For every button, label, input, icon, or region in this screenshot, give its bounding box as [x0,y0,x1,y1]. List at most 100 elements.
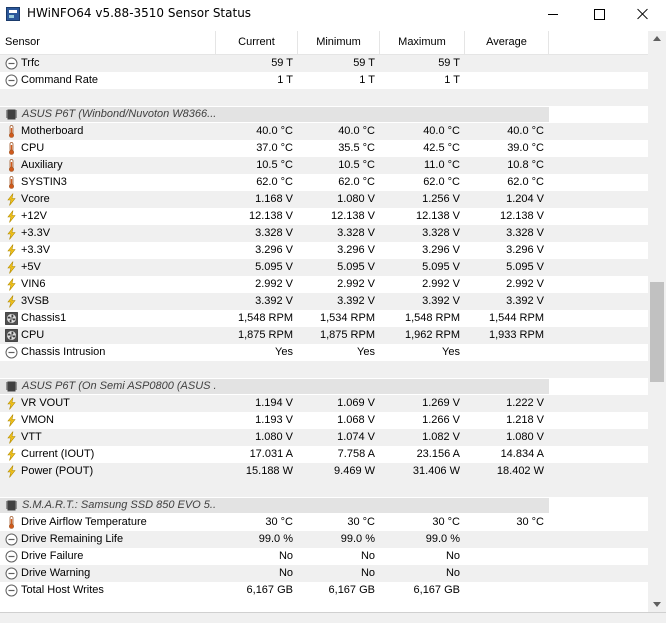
minimum-value: Yes [357,346,375,358]
average-value: 1.218 V [506,414,544,426]
sensor-row[interactable]: +12V 12.138 V 12.138 V 12.138 V 12.138 V [0,208,648,225]
sensor-row[interactable]: Drive Airflow Temperature 30 °C 30 °C 30 °C… [0,514,648,531]
minimum-value: 40.0 °C [338,125,375,137]
scroll-down-icon[interactable] [653,602,661,607]
window-title: HWiNFO64 v5.88-3510 Sensor Status [27,6,252,20]
maximum-value: No [445,567,460,579]
sensor-label: VTT [21,431,42,443]
maximize-button[interactable] [576,0,622,28]
current-value: 6,167 GB [246,584,293,596]
current-value: 12.138 V [248,210,293,222]
minimum-value: 59 T [353,57,375,69]
sensor-label: Drive Remaining Life [21,533,124,545]
maximum-value: 6,167 GB [413,584,460,596]
current-value: 37.0 °C [256,142,293,154]
sensor-label: Trfc [21,57,40,69]
bolt-icon [5,227,18,240]
sensor-row[interactable]: Motherboard 40.0 °C 40.0 °C 40.0 °C 40.0 °C [0,123,648,140]
blank-row [0,480,648,497]
average-value [465,344,549,361]
sensor-label: Total Host Writes [21,584,104,596]
sensor-group-header[interactable]: S.M.A.R.T.: Samsung SSD 850 EVO 5... [0,497,648,514]
sensor-list[interactable]: Trfc 59 T 59 T 59 T Command Rate 1 T 1 T 1 T ASU… [0,55,648,612]
maximum-value: 23.156 A [416,448,460,460]
sensor-row[interactable]: CPU 1,875 RPM 1,875 RPM 1,962 RPM 1,933 RPM [0,327,648,344]
sensor-row[interactable]: Vcore 1.168 V 1.080 V 1.256 V 1.204 V [0,191,648,208]
sensor-row[interactable]: VMON 1.193 V 1.068 V 1.266 V 1.218 V [0,412,648,429]
sensor-row[interactable]: Total Host Writes 6,167 GB 6,167 GB 6,167 G… [0,582,648,599]
scroll-up-icon[interactable] [653,36,661,41]
sensor-label: CPU [21,142,45,154]
sensor-row[interactable]: 3VSB 3.392 V 3.392 V 3.392 V 3.392 V [0,293,648,310]
chip-icon [5,499,18,512]
hwinfo-app-icon[interactable] [6,7,20,21]
sensor-label: +3.3V [21,244,51,256]
sensor-row[interactable]: Command Rate 1 T 1 T 1 T [0,72,648,89]
average-value: 3.392 V [506,295,544,307]
sensor-row[interactable]: +3.3V 3.328 V 3.328 V 3.328 V 3.328 V [0,225,648,242]
maximum-value: 1.266 V [422,414,460,426]
current-value: 15.188 W [245,465,293,477]
sensor-label: Power (POUT) [21,465,94,477]
minimum-value: 3.296 V [337,244,375,256]
bolt-icon [5,448,18,461]
sensor-label: Drive Failure [21,550,84,562]
current-value: 40.0 °C [256,125,293,137]
sensor-label: Command Rate [21,74,99,86]
thermometer-icon [5,125,18,138]
sensor-label: Drive Airflow Temperature [21,516,147,528]
close-button[interactable] [620,0,666,28]
sensor-row[interactable]: Chassis1 1,548 RPM 1,534 RPM 1,548 RPM 1,544… [0,310,648,327]
column-header-average[interactable]: Average [465,31,549,54]
clock-icon [5,567,18,580]
maximum-value: 12.138 V [415,210,460,222]
vertical-scrollbar[interactable] [648,31,666,612]
group-header-bar [0,107,549,122]
thermometer-icon [5,142,18,155]
minimize-button[interactable] [530,0,576,28]
sensor-row[interactable]: VIN6 2.992 V 2.992 V 2.992 V 2.992 V [0,276,648,293]
column-header-current[interactable]: Current [216,31,298,54]
sensor-group-header[interactable]: ASUS P6T (On Semi ASP0800 (ASUS ... [0,378,648,395]
sensor-label: SYSTIN3 [21,176,67,188]
group-label: ASUS P6T (On Semi ASP0800 (ASUS ... [22,380,216,392]
group-header-bar [0,379,549,394]
average-value [465,565,549,582]
sensor-row[interactable]: VR VOUT 1.194 V 1.069 V 1.269 V 1.222 V [0,395,648,412]
sensor-label: Current (IOUT) [21,448,95,460]
sensor-row[interactable]: Auxiliary 10.5 °C 10.5 °C 11.0 °C 10.8 °C [0,157,648,174]
maximum-value: 2.992 V [422,278,460,290]
current-value: 1,548 RPM [237,312,293,324]
current-value: 3.328 V [255,227,293,239]
sensor-row[interactable]: CPU 37.0 °C 35.5 °C 42.5 °C 39.0 °C [0,140,648,157]
sensor-row[interactable]: +5V 5.095 V 5.095 V 5.095 V 5.095 V [0,259,648,276]
minimum-value: 7.758 A [337,448,375,460]
average-value: 5.095 V [506,261,544,273]
scrollbar-thumb[interactable] [650,282,664,382]
sensor-group-header[interactable]: ASUS P6T (Winbond/Nuvoton W8366... [0,106,648,123]
sensor-row[interactable]: SYSTIN3 62.0 °C 62.0 °C 62.0 °C 62.0 °C [0,174,648,191]
average-value: 18.402 W [496,465,544,477]
column-header-sensor[interactable]: Sensor [0,31,216,54]
group-header-bar [0,498,549,513]
sensor-row[interactable]: +3.3V 3.296 V 3.296 V 3.296 V 3.296 V [0,242,648,259]
minimum-value: 6,167 GB [328,584,375,596]
minimum-value: 1.074 V [337,431,375,443]
average-value [465,72,549,89]
sensor-label: Auxiliary [21,159,63,171]
sensor-row[interactable]: VTT 1.080 V 1.074 V 1.082 V 1.080 V [0,429,648,446]
sensor-row[interactable]: Trfc 59 T 59 T 59 T [0,55,648,72]
sensor-row[interactable]: Drive Warning No No No [0,565,648,582]
sensor-row[interactable]: Power (POUT) 15.188 W 9.469 W 31.406 W 18.40… [0,463,648,480]
sensor-row[interactable]: Drive Failure No No No [0,548,648,565]
sensor-row[interactable]: Chassis Intrusion Yes Yes Yes [0,344,648,361]
maximum-value: 3.296 V [422,244,460,256]
average-value: 39.0 °C [507,142,544,154]
column-header-maximum[interactable]: Maximum [380,31,465,54]
minimum-value: 3.392 V [337,295,375,307]
bolt-icon [5,397,18,410]
sensor-row[interactable]: Current (IOUT) 17.031 A 7.758 A 23.156 A 14.… [0,446,648,463]
sensor-row[interactable]: Drive Remaining Life 99.0 % 99.0 % 99.0 % [0,531,648,548]
current-value: 17.031 A [249,448,293,460]
column-header-minimum[interactable]: Minimum [298,31,380,54]
